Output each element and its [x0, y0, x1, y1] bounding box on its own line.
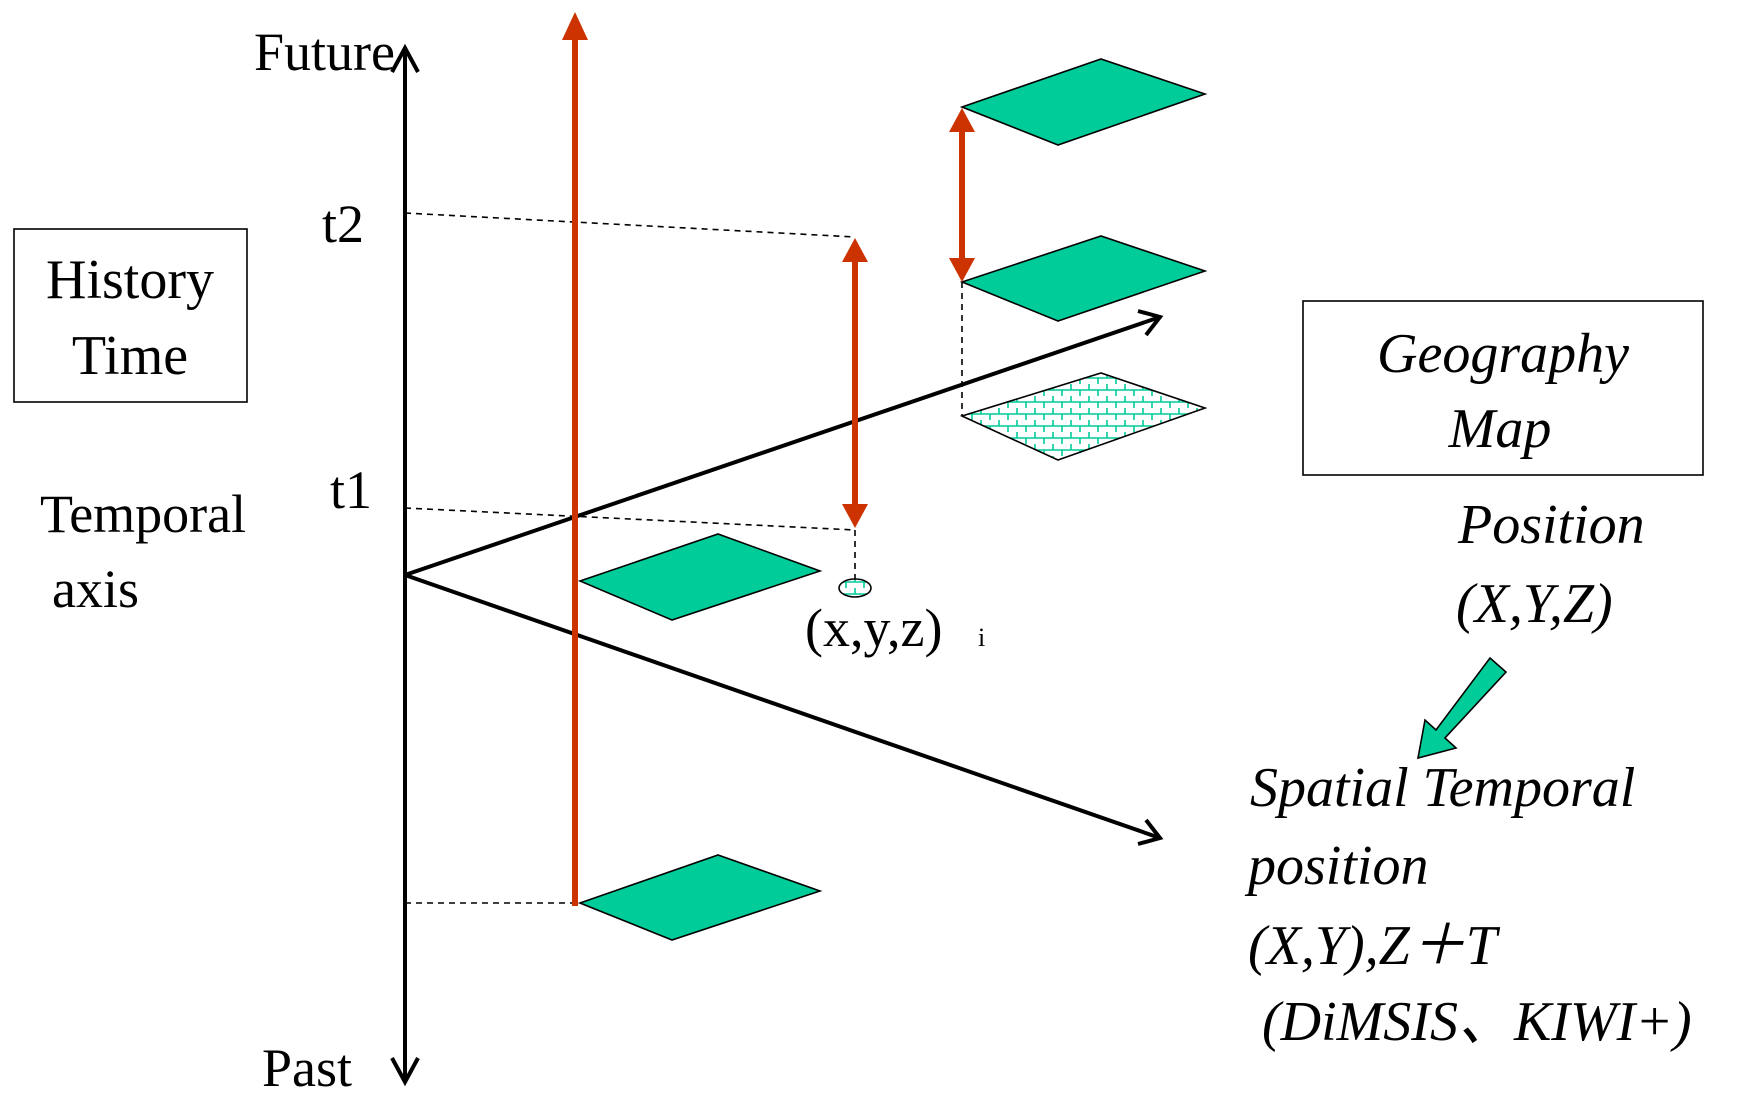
temporal-axis-down-arrowhead [390, 1057, 420, 1087]
spatial-temporal-label-line4: (DiMSIS、KIWI+) [1262, 991, 1692, 1053]
map-interval-arrowhead-down [949, 258, 975, 282]
green-diagonal-arrow [1416, 656, 1508, 760]
map-plane-t2 [959, 235, 1208, 322]
position-label-line1: Position [1457, 494, 1645, 556]
map-plane-bottom [577, 854, 823, 941]
spatial-axis-upper-arrowhead [1137, 309, 1164, 337]
history-time-label-line1: History [46, 249, 214, 311]
temporal-axis-up-arrowhead [390, 43, 420, 73]
geography-map-box [1302, 300, 1704, 476]
future-label: Future [254, 22, 395, 82]
past-label: Past [262, 1038, 352, 1095]
spatial-axis-upper [404, 315, 1161, 577]
t1-label: t1 [330, 460, 372, 520]
temporal-axis-label-line2: axis [52, 559, 139, 619]
point-interval-arrowhead-up [842, 238, 868, 262]
dashed-guides [404, 212, 963, 904]
spatial-temporal-label-line3: (X,Y),Z＋T [1248, 915, 1501, 977]
map-interval-arrowhead-up [949, 108, 975, 132]
temporal-axis-label-line1: Temporal [40, 484, 246, 544]
position-label-line2: (X,Y,Z) [1456, 573, 1613, 635]
spatial-temporal-label-line2: position [1244, 835, 1428, 897]
t2-label: t2 [322, 194, 364, 254]
geography-map-label-line2: Map [1448, 398, 1552, 460]
history-time-box [13, 228, 248, 403]
point-subscript: i [978, 623, 985, 652]
spatial-axis-lower [404, 573, 1161, 840]
spatial-temporal-label-line1: Spatial Temporal [1250, 757, 1635, 819]
point-marker [838, 578, 872, 598]
point-label: (x,y,z) [805, 598, 942, 658]
map-plane-top [959, 58, 1208, 146]
map-plane-hatched [959, 372, 1208, 461]
history-time-arrowhead [562, 12, 588, 40]
point-interval-arrowhead-down [842, 504, 868, 528]
spatial-axis-lower-arrowhead [1137, 818, 1164, 846]
geography-map-label-line1: Geography [1377, 323, 1629, 385]
history-time-label-line2: Time [72, 325, 188, 387]
map-plane-middle [577, 533, 823, 621]
